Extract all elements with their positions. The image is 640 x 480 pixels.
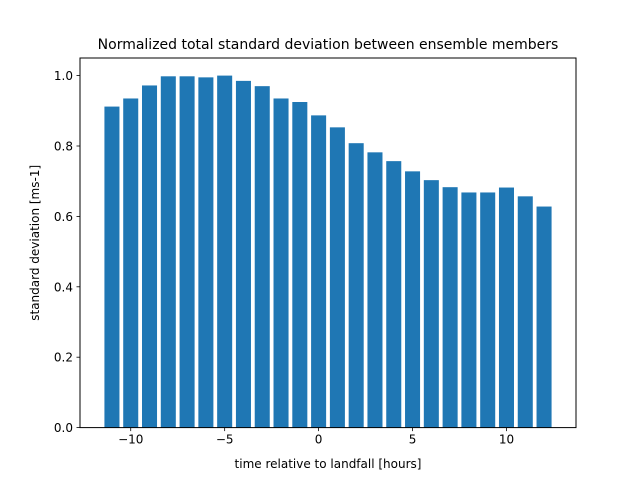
bar	[442, 187, 458, 428]
chart-title: Normalized total standard deviation betw…	[98, 37, 559, 53]
y-axis-ticks: 0.0 0.2 0.4 0.6 0.8 1.0	[54, 69, 80, 435]
bar	[179, 76, 195, 428]
bar	[217, 75, 233, 428]
bar	[198, 77, 214, 428]
y-tick-label: 0.4	[54, 280, 73, 294]
bar	[292, 102, 308, 428]
x-axis-ticks: −10 −5 0 5 10	[118, 427, 514, 447]
y-tick-label: 0.0	[54, 421, 73, 435]
x-tick-label: 5	[409, 433, 417, 447]
bar-series	[104, 75, 552, 428]
y-axis-label: standard deviation [ms-1]	[28, 165, 42, 321]
bar	[461, 192, 477, 428]
bar	[405, 171, 421, 428]
bar	[235, 80, 251, 428]
x-tick-label: −10	[118, 433, 143, 447]
bar	[348, 143, 364, 428]
x-axis-label: time relative to landfall [hours]	[235, 457, 422, 471]
y-tick-label: 1.0	[54, 69, 73, 83]
y-tick-label: 0.2	[54, 351, 73, 365]
bar	[254, 86, 270, 428]
bar	[480, 192, 496, 428]
plot-frame	[79, 57, 577, 429]
x-tick-label: 0	[315, 433, 323, 447]
bar	[498, 187, 514, 428]
bar	[386, 161, 402, 428]
bar	[273, 98, 289, 428]
y-tick-label: 0.8	[54, 140, 73, 154]
bar	[517, 196, 533, 428]
bar	[160, 76, 176, 428]
bar	[123, 98, 139, 428]
bar	[367, 152, 383, 428]
bar	[536, 206, 552, 428]
x-tick-label: −5	[216, 433, 234, 447]
bar	[142, 85, 158, 428]
bar	[329, 127, 345, 428]
y-tick-label: 0.6	[54, 210, 73, 224]
bar	[311, 115, 327, 428]
x-tick-label: 10	[499, 433, 514, 447]
bar	[104, 106, 120, 428]
bar	[423, 180, 439, 428]
